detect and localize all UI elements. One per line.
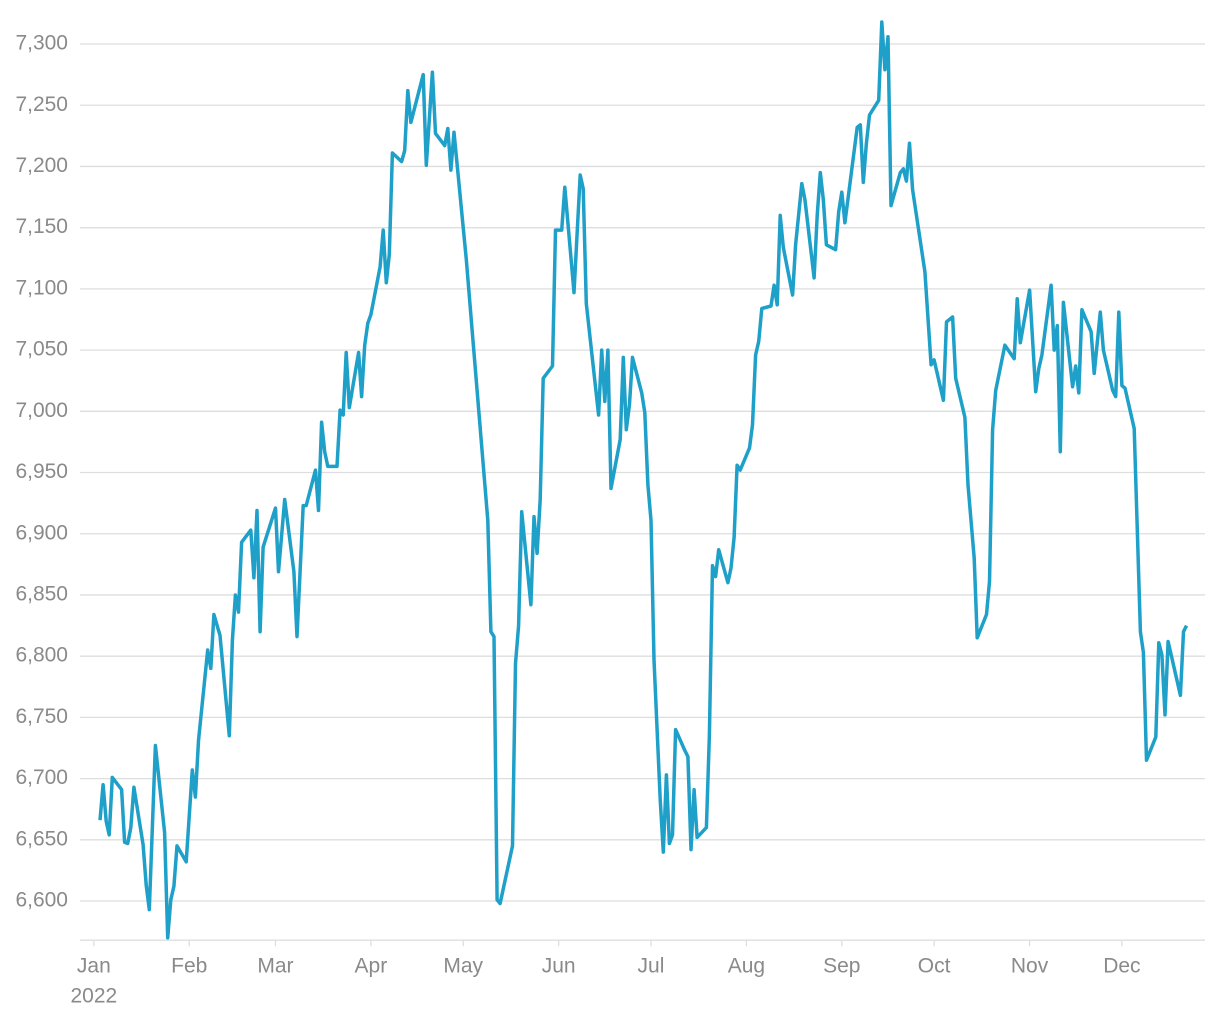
x-tick-label: Jul	[638, 955, 665, 978]
x-tick-label: Jan	[77, 955, 111, 978]
x-tick-label: Sep	[823, 955, 860, 978]
x-tick-label: Jun	[542, 955, 576, 978]
y-tick-label: 6,950	[15, 460, 68, 483]
x-tick-label: Mar	[257, 955, 293, 978]
y-tick-label: 7,250	[15, 93, 68, 116]
y-tick-label: 7,100	[15, 276, 68, 299]
y-tick-label: 7,300	[15, 32, 68, 55]
y-tick-label: 6,700	[15, 766, 68, 789]
y-tick-label: 6,800	[15, 644, 68, 667]
year-label: 2022	[70, 985, 117, 1008]
x-tick-label: Dec	[1103, 955, 1140, 978]
y-tick-label: 7,000	[15, 399, 68, 422]
y-tick-label: 6,650	[15, 827, 68, 850]
y-tick-label: 6,900	[15, 521, 68, 544]
data-line	[98, 20, 1189, 940]
x-tick-label: May	[443, 955, 483, 978]
x-tick-label: Oct	[918, 955, 951, 978]
y-tick-label: 6,850	[15, 583, 68, 606]
x-tick-label: Feb	[171, 955, 207, 978]
y-tick-label: 7,150	[15, 215, 68, 238]
y-tick-label: 6,750	[15, 705, 68, 728]
y-tick-label: 6,600	[15, 889, 68, 912]
x-tick-label: Nov	[1011, 955, 1049, 978]
x-tick-label: Aug	[728, 955, 765, 978]
y-tick-label: 7,050	[15, 338, 68, 361]
x-tick-label: Apr	[355, 955, 388, 978]
y-tick-label: 7,200	[15, 154, 68, 177]
